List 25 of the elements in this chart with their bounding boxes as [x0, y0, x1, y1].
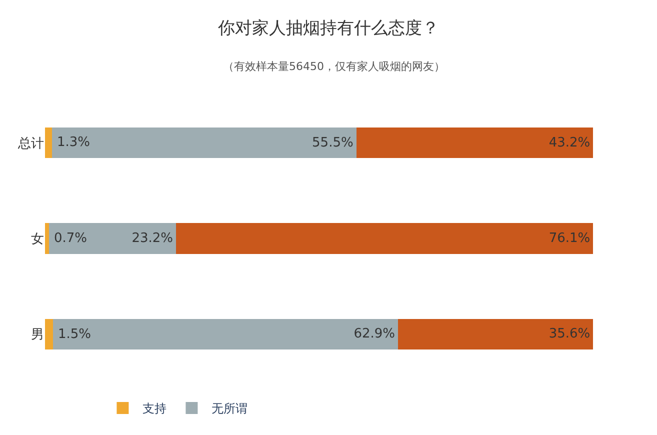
bar [45, 223, 49, 254]
legend-label: 支持 [142, 402, 167, 416]
data-label: 0.7% [54, 231, 88, 246]
legend-label: 无所谓 [212, 402, 248, 416]
y-tick-label: 女 [31, 232, 44, 248]
bar [53, 318, 398, 350]
data-label: 23.2% [132, 231, 174, 246]
bar [176, 223, 594, 254]
chart-subtitle: （有效样本量56450，仅有家人吸烟的网友） [223, 60, 445, 73]
data-label: 55.5% [312, 135, 354, 150]
bar [398, 318, 594, 350]
bar [48, 223, 176, 254]
bar [356, 128, 594, 158]
data-label: 76.1% [548, 231, 590, 246]
data-label: 1.5% [58, 327, 92, 342]
y-tick-label: 总计 [17, 136, 44, 152]
data-label: 35.6% [548, 326, 590, 342]
bar [45, 318, 54, 350]
y-tick-label: 男 [31, 328, 44, 343]
bar [45, 128, 52, 158]
data-label: 1.3% [57, 135, 90, 150]
bar [52, 128, 356, 158]
data-label: 43.2% [548, 135, 590, 150]
chart-title: 你对家人抽烟持有什么态度？ [217, 18, 439, 39]
data-label: 62.9% [354, 326, 396, 342]
